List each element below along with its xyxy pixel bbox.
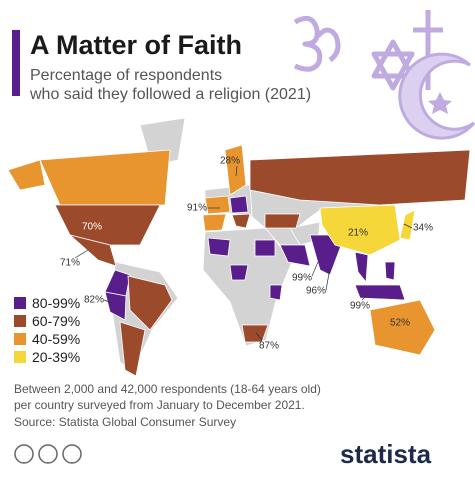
philippines: [384, 261, 396, 281]
subtitle: who said they followed a religion (2021): [29, 86, 311, 103]
map-label: 82%: [84, 295, 104, 306]
map-label: 28%: [220, 156, 240, 167]
map-label: 34%: [413, 223, 433, 234]
peru: [104, 291, 127, 321]
indonesia: [354, 284, 406, 301]
star: [428, 92, 452, 114]
australia: [369, 299, 436, 356]
map-label: 91%: [187, 203, 207, 214]
map-labels: 28% 91% 70% 71% 21% 34% 99% 96% 82% 99% …: [60, 156, 433, 352]
map-label: 52%: [390, 318, 410, 329]
license-icons: [14, 444, 82, 464]
russia: [249, 149, 471, 206]
italy: [231, 213, 251, 229]
nd-icon: [62, 444, 82, 464]
argentina: [119, 321, 146, 377]
leader-line: [255, 332, 263, 341]
leader-line: [403, 223, 413, 229]
vietnam: [354, 251, 369, 284]
footnote: Between 2,000 and 42,000 respondents (18…: [14, 382, 321, 396]
cc-icon: [14, 444, 34, 464]
source: Source: Statista Global Consumer Survey: [14, 415, 236, 429]
title-bar: [12, 30, 20, 96]
alaska: [7, 159, 46, 191]
by-icon: [38, 444, 58, 464]
brazil: [127, 275, 173, 331]
sweden: [224, 144, 247, 196]
map-label: 99%: [350, 301, 370, 312]
leader-line: [74, 249, 89, 259]
turkey: [264, 213, 301, 229]
china: [319, 204, 401, 256]
cross: [413, 10, 443, 90]
nigeria: [229, 264, 249, 281]
south-africa: [241, 324, 269, 343]
legend-swatch: [14, 351, 26, 363]
leader-line: [361, 293, 369, 301]
footnote: per country surveyed from January to Dec…: [14, 398, 305, 412]
legend-label: 20-39%: [32, 349, 80, 365]
legend-label: 80-99%: [32, 295, 80, 311]
poland: [229, 195, 249, 214]
canada: [39, 149, 171, 206]
leader-line: [103, 299, 113, 304]
egypt: [254, 239, 276, 257]
usa: [54, 204, 161, 246]
legend-label: 60-79%: [32, 313, 80, 329]
star-triangle: [371, 39, 415, 79]
leader-line: [311, 261, 319, 277]
map-label: 71%: [60, 258, 80, 269]
legend-label: 40-59%: [32, 331, 80, 347]
legend-swatch: [14, 315, 26, 327]
morocco-algeria: [207, 237, 231, 257]
subtitle: Percentage of respondents: [30, 67, 222, 84]
logo: statista: [340, 439, 432, 469]
mexico: [69, 234, 117, 267]
saudi-arabia: [279, 244, 311, 267]
spain: [202, 213, 227, 232]
crescent: [398, 52, 475, 140]
legend: 80-99% 60-79% 40-59% 20-39%: [14, 295, 80, 365]
leader-line: [325, 267, 331, 291]
world-map: [7, 117, 471, 377]
map-label: 87%: [259, 341, 279, 352]
om-symbol: [293, 15, 341, 72]
kenya: [269, 284, 283, 301]
map-label: 96%: [306, 286, 326, 297]
religious-symbols: [293, 10, 475, 140]
japan: [399, 209, 416, 241]
map-label: 99%: [292, 273, 312, 284]
legend-swatch: [14, 297, 26, 309]
map-label: 70%: [82, 222, 102, 233]
western-europe: [204, 195, 231, 215]
leader-line: [235, 165, 238, 177]
map-label: 21%: [348, 228, 368, 239]
legend-swatch: [14, 333, 26, 345]
title: A Matter of Faith: [30, 30, 242, 60]
star-triangle: [371, 51, 415, 91]
